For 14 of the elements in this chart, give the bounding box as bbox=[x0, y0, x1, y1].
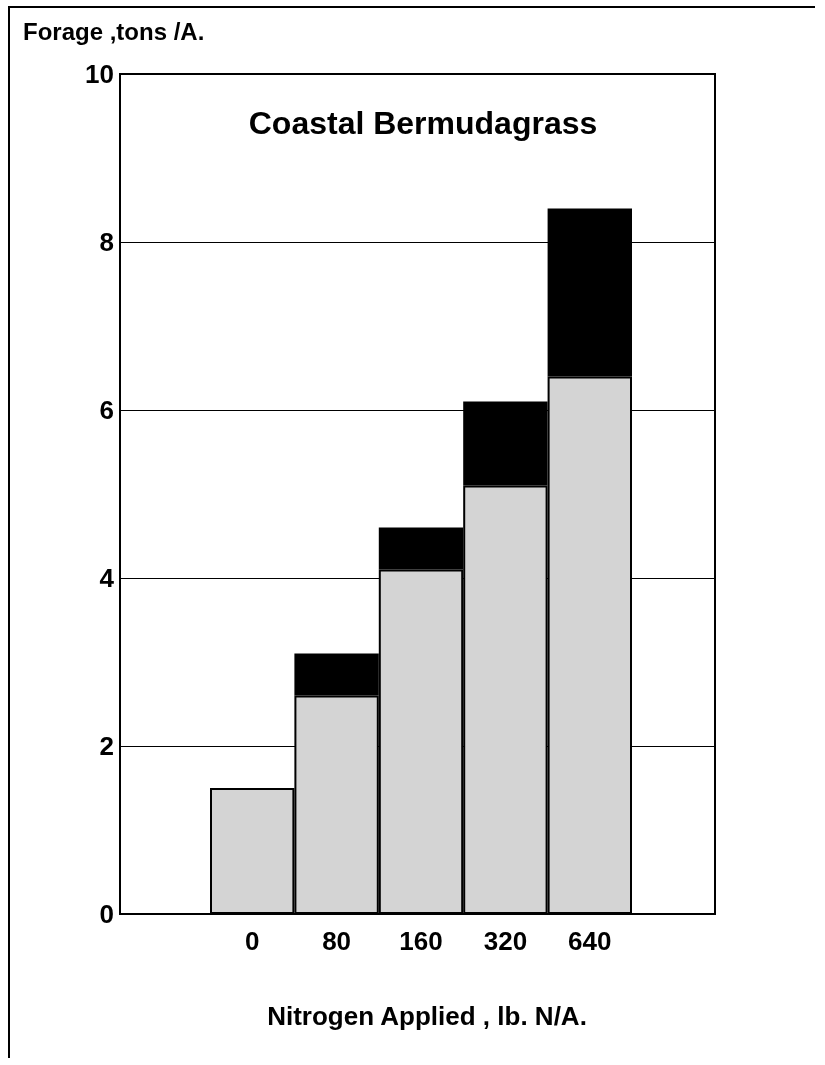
text: Coastal Bermudagrass bbox=[248, 105, 598, 141]
y-axis-title: Forage ,tons /A. bbox=[23, 17, 205, 45]
x-tick-label: 640 bbox=[568, 926, 612, 956]
y-tick-label: 0 bbox=[99, 899, 114, 929]
x-tick-label: 0 bbox=[244, 926, 260, 956]
x-tick-label: 80 bbox=[322, 926, 352, 956]
x-axis-title: Nitrogen Applied , lb. N/A. bbox=[267, 1001, 587, 1031]
y-tick-label: 4 bbox=[99, 563, 115, 593]
x-tick-label: 320 bbox=[483, 926, 528, 956]
y-tick-label: 8 bbox=[99, 227, 114, 257]
y-tick-label: 10 bbox=[85, 59, 114, 89]
y-tick-label: 2 bbox=[99, 731, 114, 761]
x-tick-label: 160 bbox=[399, 926, 443, 956]
y-tick-label: 6 bbox=[99, 395, 114, 425]
